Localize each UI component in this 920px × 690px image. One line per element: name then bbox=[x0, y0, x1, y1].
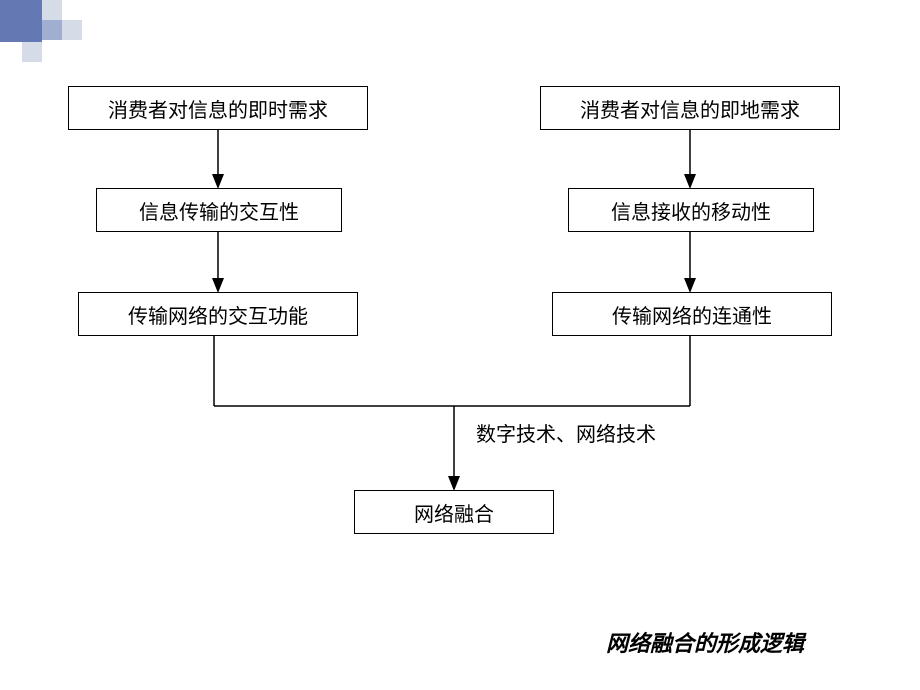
flow-node-n3: 信息传输的交互性 bbox=[96, 188, 342, 232]
flow-node-n7: 网络融合 bbox=[354, 490, 554, 534]
flow-node-label: 信息接收的移动性 bbox=[611, 196, 771, 225]
deco-square bbox=[42, 0, 62, 20]
flow-node-label: 消费者对信息的即时需求 bbox=[108, 94, 328, 123]
deco-square bbox=[62, 20, 82, 40]
flow-node-label: 信息传输的交互性 bbox=[139, 196, 299, 225]
deco-square bbox=[0, 0, 42, 42]
deco-square bbox=[42, 20, 62, 40]
flow-node-label: 消费者对信息的即地需求 bbox=[580, 94, 800, 123]
deco-square bbox=[22, 42, 42, 62]
flow-node-n4: 信息接收的移动性 bbox=[568, 188, 814, 232]
flow-node-n5: 传输网络的交互功能 bbox=[78, 292, 358, 336]
diagram-caption: 网络融合的形成逻辑 bbox=[606, 626, 804, 658]
merge-label: 数字技术、网络技术 bbox=[476, 418, 656, 447]
flow-node-label: 网络融合 bbox=[414, 498, 494, 527]
flow-node-label: 传输网络的连通性 bbox=[612, 300, 772, 329]
flow-node-n6: 传输网络的连通性 bbox=[552, 292, 832, 336]
flow-node-n1: 消费者对信息的即时需求 bbox=[68, 86, 368, 130]
flow-node-label: 传输网络的交互功能 bbox=[128, 300, 308, 329]
flow-node-n2: 消费者对信息的即地需求 bbox=[540, 86, 840, 130]
